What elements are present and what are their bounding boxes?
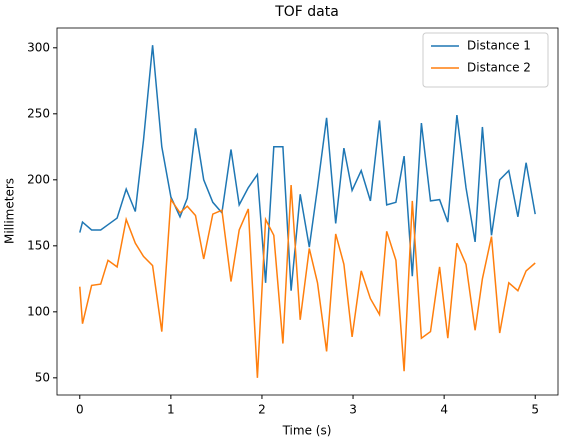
legend-label: Distance 2 bbox=[467, 61, 531, 75]
y-tick-label: 300 bbox=[27, 40, 50, 54]
chart-title: TOF data bbox=[274, 4, 339, 20]
legend-label: Distance 1 bbox=[467, 39, 531, 53]
y-tick-label: 150 bbox=[27, 238, 50, 252]
y-tick-label: 100 bbox=[27, 304, 50, 318]
x-tick-label: 3 bbox=[349, 403, 357, 417]
x-tick-label: 4 bbox=[440, 403, 448, 417]
y-tick-label: 50 bbox=[35, 370, 50, 384]
x-tick-label: 2 bbox=[258, 403, 266, 417]
x-tick-label: 0 bbox=[76, 403, 84, 417]
y-axis-label: Millimeters bbox=[3, 178, 17, 244]
y-tick-label: 200 bbox=[27, 172, 50, 186]
x-tick-label: 1 bbox=[167, 403, 175, 417]
y-tick-label: 250 bbox=[27, 106, 50, 120]
line-series bbox=[79, 45, 536, 291]
x-axis-label: Time (s) bbox=[282, 424, 332, 438]
line-series bbox=[79, 185, 536, 378]
x-tick-label: 5 bbox=[531, 403, 539, 417]
plot-frame bbox=[56, 27, 559, 396]
